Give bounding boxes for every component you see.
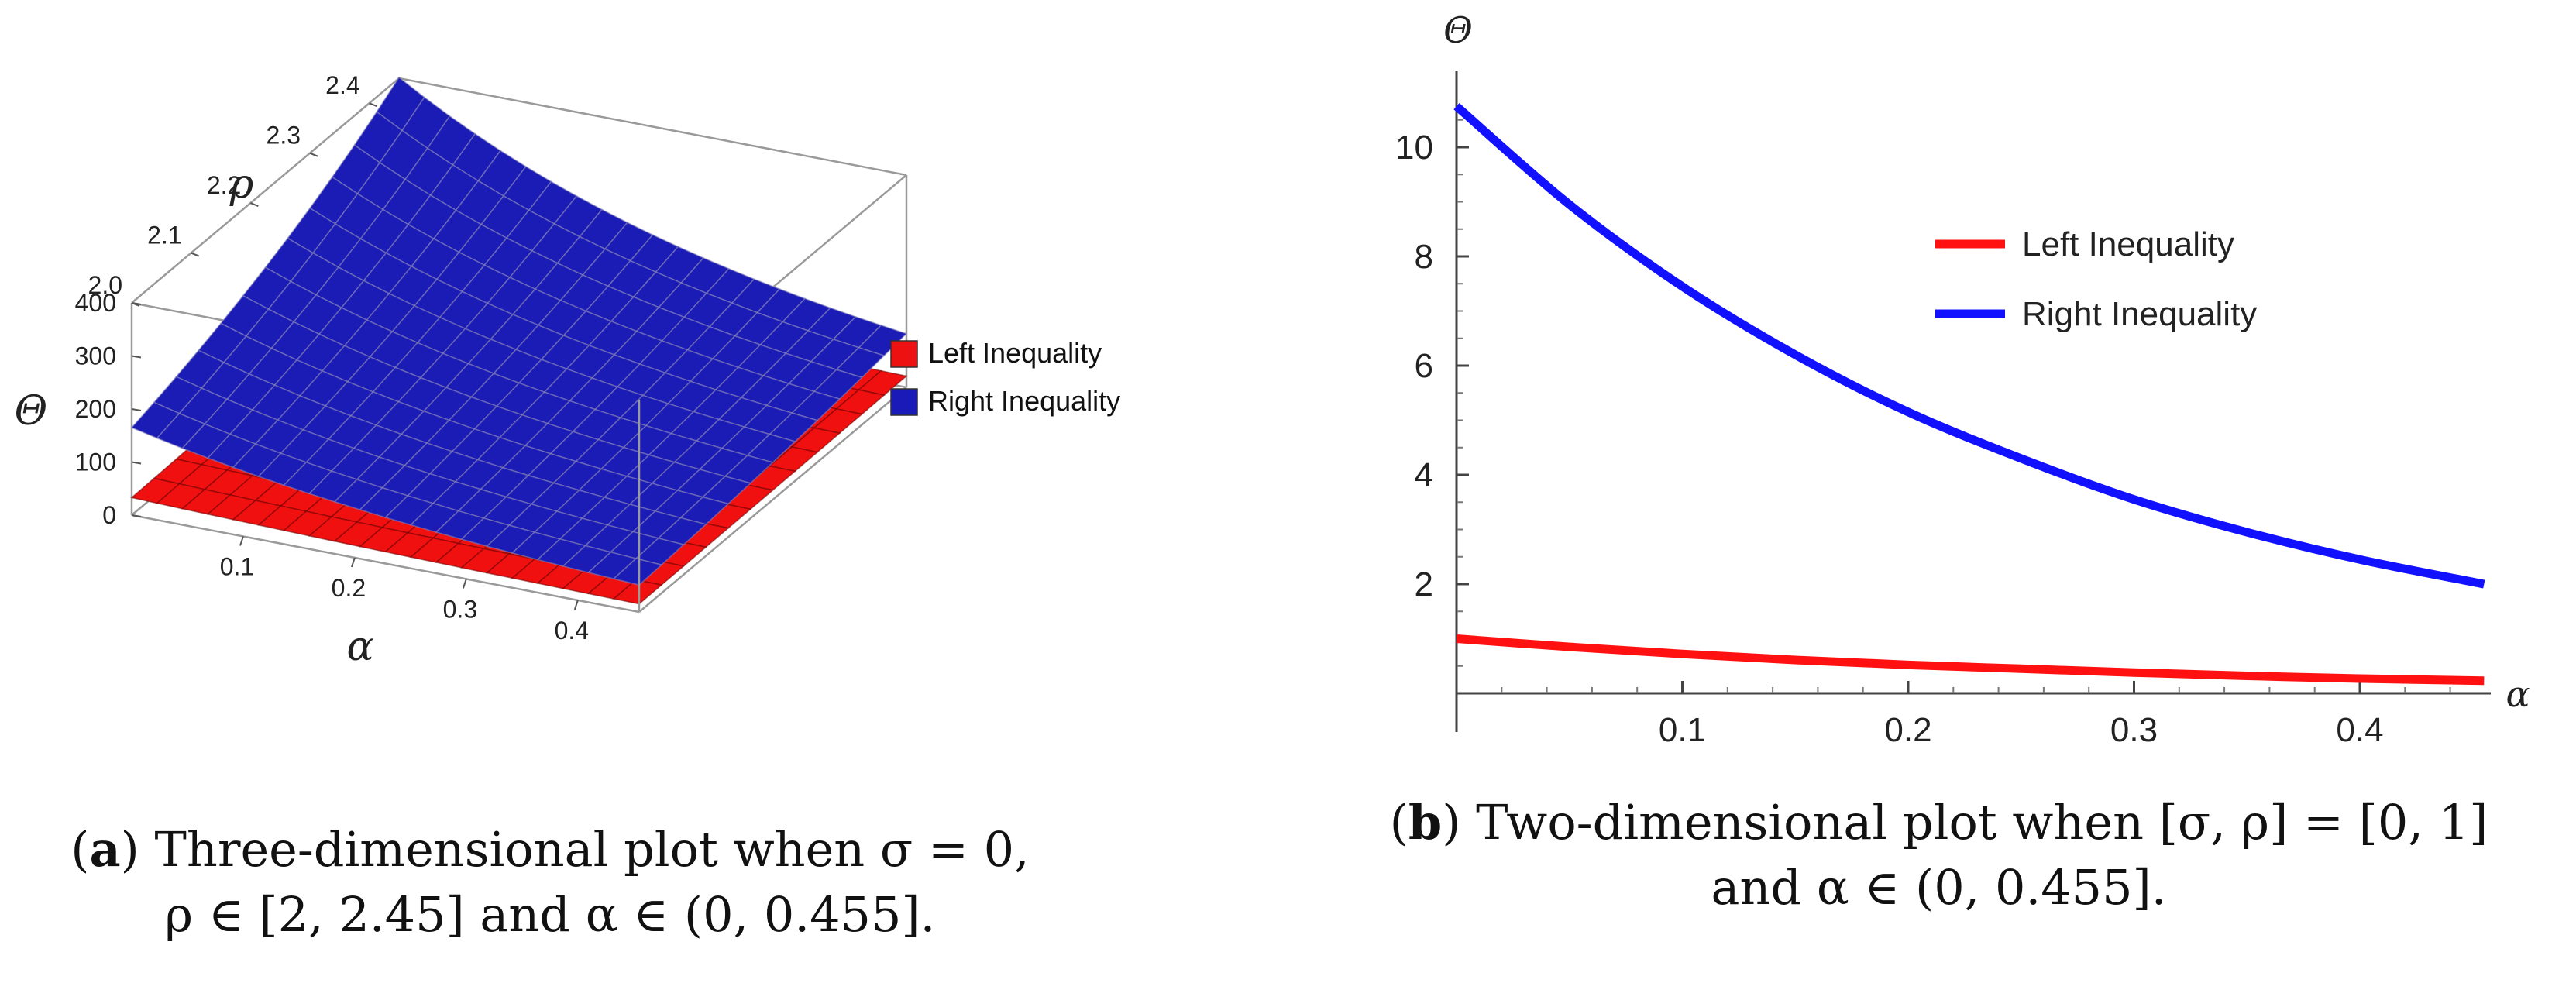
y-tick-mark <box>309 152 318 157</box>
caption-a-label: a <box>89 821 121 878</box>
caption-b-line1: Two-dimensional plot when [σ, ρ] = [0, 1… <box>1476 794 2488 851</box>
legend-swatch <box>890 340 918 368</box>
surface-cell <box>612 579 663 605</box>
x-tick-mark <box>573 600 579 610</box>
z-tick-label: 0 <box>102 501 116 529</box>
z-tick-label: 400 <box>75 289 116 317</box>
y-tick-label: 8 <box>1415 238 1433 276</box>
caption-b: (b) Two-dimensional plot when [σ, ρ] = [… <box>1389 794 2488 916</box>
box-edge <box>638 387 907 613</box>
legend-swatch <box>890 388 918 416</box>
z-tick-label: 100 <box>75 449 116 476</box>
x-tick-mark <box>462 579 467 589</box>
legend-label: Left Inequality <box>2022 225 2234 263</box>
caption-b-label: b <box>1408 794 1443 851</box>
y-axis-label: Θ <box>1443 9 1473 51</box>
y-tick-label: 4 <box>1415 456 1433 494</box>
y-tick-mark <box>369 102 378 108</box>
x-tick-mark <box>239 536 244 546</box>
z-axis-label: Θ <box>15 388 48 435</box>
y-tick-label: 2.2 <box>207 171 241 199</box>
y-tick-mark <box>249 202 259 208</box>
legend-label: Right Inequality <box>928 385 1120 417</box>
y-tick-mark <box>131 302 140 307</box>
x-tick-label: 0.3 <box>443 595 477 623</box>
z-tick-mark <box>131 514 142 517</box>
z-tick-mark <box>131 408 142 411</box>
caption-b-line2: and α ∈ (0, 0.455]. <box>1711 859 2167 916</box>
box-edge <box>131 514 640 614</box>
caption-a: (a) Three-dimensional plot when σ = 0, ρ… <box>71 821 1030 943</box>
x-tick-label: 0.1 <box>220 552 254 580</box>
z-tick-label: 200 <box>75 395 116 423</box>
caption-a-line1: Three-dimensional plot when σ = 0, <box>154 821 1030 878</box>
x-tick-label: 0.4 <box>2336 711 2383 749</box>
box-edge <box>131 77 400 304</box>
x-axis-label: α <box>346 624 373 670</box>
y-tick-label: 2.4 <box>325 71 359 99</box>
caption-a-line2: ρ ∈ [2, 2.45] and α ∈ (0, 0.455]. <box>164 886 936 943</box>
x-tick-label: 0.2 <box>332 574 366 602</box>
x-tick-label: 0.4 <box>555 617 589 644</box>
y-tick-label: 2.3 <box>267 122 301 150</box>
y-tick-label: 10 <box>1395 129 1433 167</box>
line-plot: 2 4 6 8 10 0.1 0.2 0.3 0.4 Θα Left Inequality Right… <box>1395 9 2530 749</box>
y-tick-label: 2.0 <box>88 271 122 299</box>
surface-right-inequality <box>130 76 908 586</box>
y-tick-mark <box>191 252 200 257</box>
y-tick-label: 2 <box>1415 565 1433 603</box>
z-tick-label: 300 <box>75 342 116 370</box>
surface-plot: 0 100 200 300 400 Θ 2.0 2.1 2.2 2.3 2.4 ρ 0.1 0.2 0.3 0… <box>15 71 1120 670</box>
panel-a: 0 100 200 300 400 Θ 2.0 2.1 2.2 2.3 2.4 ρ 0.1 0.2 0.3 0… <box>0 0 1271 983</box>
x-tick-label: 0.1 <box>1659 711 1706 749</box>
series-line-left-inequality <box>1456 634 2485 686</box>
x-axis-label: α <box>2505 673 2530 715</box>
z-tick-mark <box>131 461 142 465</box>
z-tick-mark <box>131 355 142 359</box>
x-tick-label: 0.2 <box>1884 711 1931 749</box>
y-tick-label: 2.1 <box>147 222 181 249</box>
legend-label: Right Inequality <box>2022 295 2257 333</box>
x-tick-mark <box>350 557 356 568</box>
box-edge <box>398 77 907 177</box>
surface-cell <box>612 558 663 586</box>
legend-label: Left Inequality <box>928 337 1102 369</box>
y-axis-label: ρ <box>229 161 254 208</box>
x-tick-label: 0.3 <box>2110 711 2158 749</box>
y-tick-label: 6 <box>1415 347 1433 385</box>
series-line-right-inequality <box>1453 102 2485 589</box>
